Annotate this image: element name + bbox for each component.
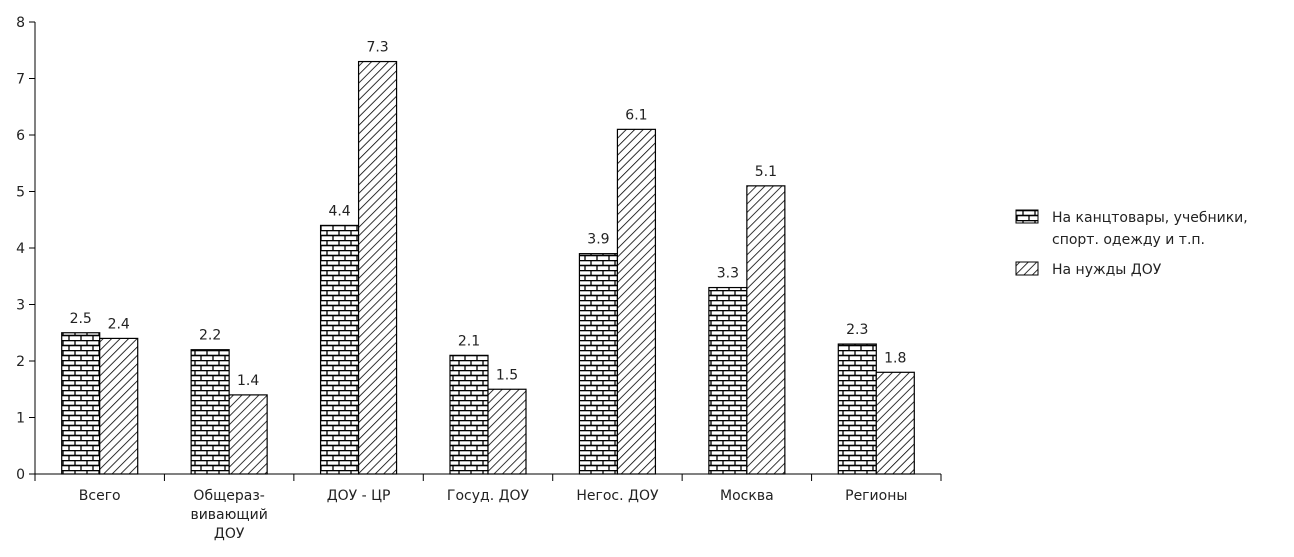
bar <box>708 286 748 475</box>
x-tick-label: Негос. ДОУ <box>576 488 659 504</box>
legend-swatch <box>1015 209 1039 224</box>
bar <box>319 224 360 475</box>
value-label: 3.3 <box>717 266 739 282</box>
bar <box>99 337 139 475</box>
value-label: 1.8 <box>884 350 906 366</box>
y-tick-label: 2 <box>16 354 25 370</box>
legend-label: На канцтовары, учебники, спорт. одежду и … <box>1052 210 1248 248</box>
bar <box>837 343 877 475</box>
y-tick-label: 0 <box>16 467 25 483</box>
value-label: 4.4 <box>328 203 350 219</box>
value-label: 6.1 <box>625 107 647 123</box>
bar <box>228 394 268 475</box>
bar <box>487 388 527 475</box>
x-tick-label: Госуд. ДОУ <box>447 488 530 504</box>
value-label: 2.3 <box>846 322 868 338</box>
value-label: 1.4 <box>237 373 259 389</box>
bar <box>746 185 786 475</box>
bar <box>616 128 657 475</box>
y-tick-label: 1 <box>16 411 25 427</box>
legend-label: На нужды ДОУ <box>1052 262 1162 278</box>
value-label: 2.2 <box>199 328 221 344</box>
value-label: 5.1 <box>755 164 777 180</box>
value-label: 2.4 <box>108 316 130 332</box>
bar <box>357 60 398 475</box>
bar <box>875 371 915 475</box>
bar <box>190 349 230 475</box>
x-tick-label: ДОУ - ЦР <box>327 488 391 504</box>
x-tick-label: Регионы <box>845 488 907 504</box>
value-label: 3.9 <box>587 232 609 248</box>
value-label: 1.5 <box>496 367 518 383</box>
bar <box>449 354 489 475</box>
y-tick-label: 4 <box>16 241 25 257</box>
y-tick-label: 7 <box>16 72 25 88</box>
x-tick-label: Общераз-вивающий ДОУ <box>190 488 267 542</box>
y-tick-label: 5 <box>16 185 25 201</box>
bar <box>578 253 619 475</box>
x-tick-label: Всего <box>79 488 121 504</box>
value-label: 2.5 <box>70 311 92 327</box>
legend-swatch <box>1015 261 1039 276</box>
y-tick-label: 8 <box>16 15 25 31</box>
value-label: 7.3 <box>366 40 388 56</box>
bar <box>61 332 101 475</box>
value-label: 2.1 <box>458 333 480 349</box>
x-tick-label: Москва <box>720 488 774 504</box>
y-tick-label: 3 <box>16 298 25 314</box>
y-tick-label: 6 <box>16 128 25 144</box>
